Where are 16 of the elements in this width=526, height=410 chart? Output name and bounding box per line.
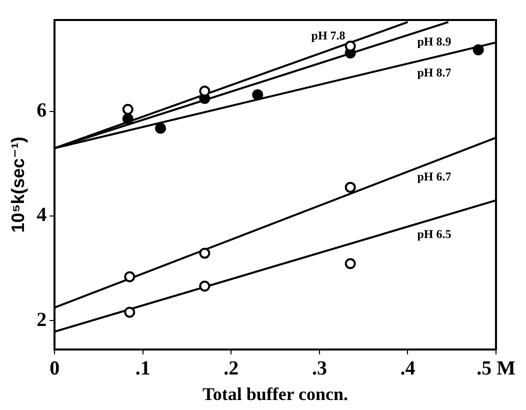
y-tick-label: 6 (36, 100, 47, 122)
x-tick-label: .3 (312, 358, 327, 380)
x-axis-title: Total buffer concn. (202, 384, 348, 404)
x-tick-label: 0 (50, 358, 60, 380)
series-label: pH 6.5 (417, 226, 452, 241)
series-label: pH 7.8 (311, 28, 346, 43)
x-tick-label: .4 (400, 358, 416, 380)
y-tick-label: 4 (36, 204, 47, 226)
x-tick-label: .2 (224, 358, 239, 380)
y-tick-label: 2 (36, 308, 47, 331)
series-label: pH 6.7 (417, 170, 452, 184)
series-label: pH 8.7 (417, 65, 452, 80)
series-label: pH 8.9 (417, 34, 452, 49)
x-tick-label: .1 (135, 358, 150, 380)
x-tick-label: .5 M (476, 358, 516, 380)
y-axis-title: 10⁵k(sec⁻¹) (8, 136, 28, 233)
